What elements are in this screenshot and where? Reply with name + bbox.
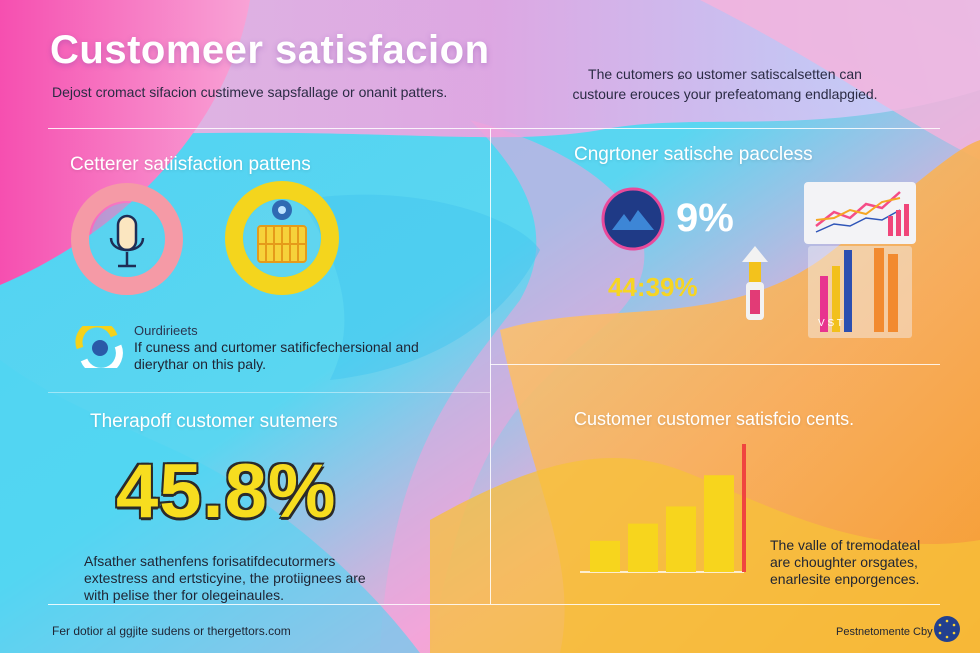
bar-3 [666, 506, 696, 572]
footer-left-text: Fer dotior al ɡgjite sudens or thergetto… [52, 624, 291, 638]
globe-icon [934, 616, 960, 642]
bar-4 [704, 475, 734, 572]
footer-right-text: Pestnetomente Cby [836, 626, 933, 638]
right-intro-text: The cutomers ɕo ustomer satiscalsetten c… [572, 66, 878, 102]
mini-line-chart-card [804, 182, 916, 244]
bar-5 [742, 444, 746, 572]
stat-percent-one: 9% [676, 196, 734, 240]
divider-right-middle [490, 364, 940, 365]
divider-top [48, 128, 940, 129]
page-subtitle: Dejost cromact sifacion custimeve sapsfa… [52, 84, 448, 100]
note-title: Ourdirieets [134, 323, 198, 338]
note-body: If cuness and curtomer satificfechersion… [134, 339, 419, 372]
mini-chart-label: V S T [818, 318, 843, 329]
right-section-heading: Cngrtoner satische paccless [574, 144, 813, 165]
stat-heading: Therapoff customer sutemers [90, 411, 338, 432]
divider-left-middle [48, 392, 490, 393]
mountain-badge-icon [601, 187, 665, 251]
chart-heading: Customer customer satisfcio cents. [574, 409, 855, 429]
microphone-icon [71, 183, 183, 295]
right-paragraph: The valle of tremodateal are choughter o… [770, 537, 921, 587]
basket-icon [225, 181, 339, 295]
bar-2 [628, 523, 658, 572]
left-paragraph: Afsather sathenfens forisatifdecutormers… [84, 553, 366, 603]
up-arrow-icon [742, 246, 768, 320]
big-stat-value: 45.8% [116, 449, 337, 534]
left-section-heading: Cetterer satiisfaction pattens [70, 154, 311, 175]
page-title: Customeer satisfacion [50, 28, 490, 72]
bar-1 [590, 540, 620, 572]
divider-bottom [48, 604, 940, 605]
divider-vertical [490, 128, 491, 604]
mini-bar-chart-card [808, 246, 912, 338]
refresh-icon [75, 326, 123, 368]
bar-chart [580, 444, 746, 573]
stat-percent-two: 44:39% [608, 272, 698, 302]
